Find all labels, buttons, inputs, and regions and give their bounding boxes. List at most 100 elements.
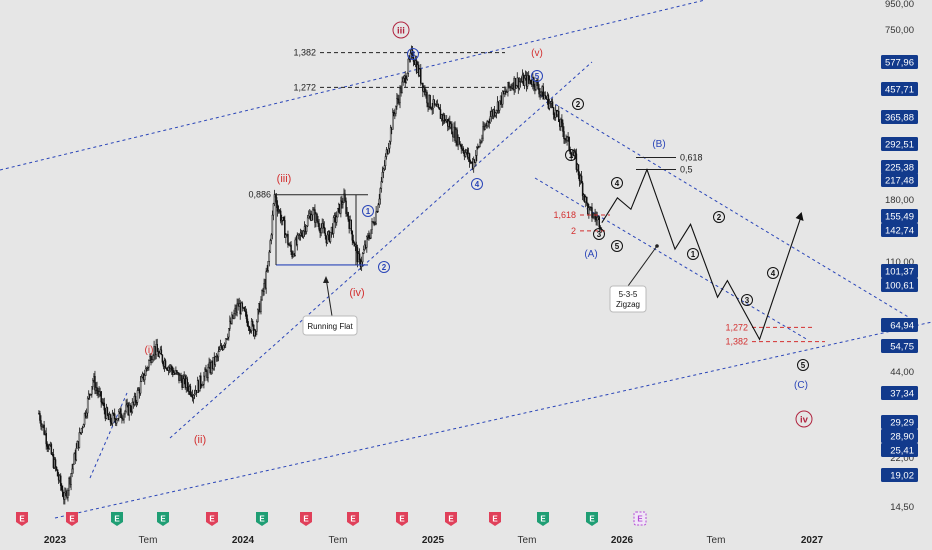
candle <box>294 239 296 256</box>
candle <box>406 73 409 80</box>
price-badge <box>881 318 918 332</box>
candle <box>201 385 203 387</box>
earnings-marker[interactable]: E <box>206 512 218 526</box>
candle <box>399 88 401 104</box>
price-tick-label: 180,00 <box>885 195 914 206</box>
candle <box>115 419 118 424</box>
candle <box>481 137 483 142</box>
candle <box>429 94 431 108</box>
candle <box>566 136 568 141</box>
time-tick-label: Tem <box>518 535 537 546</box>
svg-text:4: 4 <box>771 269 776 278</box>
candle <box>479 141 481 147</box>
wave-label: 1 <box>362 205 374 217</box>
candle <box>548 103 551 109</box>
candle <box>480 141 482 143</box>
candle <box>464 152 467 157</box>
price-badge <box>881 209 918 223</box>
price-badge <box>881 386 918 400</box>
projection-line <box>601 167 803 341</box>
svg-text:E: E <box>637 515 643 524</box>
earnings-marker[interactable]: E <box>66 512 78 526</box>
fib-level-label: 0,886 <box>248 190 271 200</box>
candle <box>353 242 356 247</box>
earnings-marker[interactable]: E <box>300 512 312 526</box>
candle <box>369 237 371 239</box>
price-badge <box>881 110 918 124</box>
candle <box>203 375 205 385</box>
candle <box>538 88 540 95</box>
time-tick-label: Tem <box>139 535 158 546</box>
candle <box>268 251 271 262</box>
candle <box>98 391 100 395</box>
candle <box>392 112 394 130</box>
candle <box>180 375 182 380</box>
candle <box>217 351 220 358</box>
price-badge-label: 19,02 <box>890 471 914 482</box>
price-badge <box>881 137 918 151</box>
fib-level-label: 1,272 <box>293 82 316 92</box>
earnings-marker[interactable]: E <box>157 512 169 526</box>
svg-text:E: E <box>160 515 166 524</box>
candle <box>225 338 228 340</box>
candle <box>312 209 314 216</box>
svg-text:5: 5 <box>615 242 620 251</box>
candle <box>170 365 173 371</box>
candle <box>586 196 588 204</box>
fib-level-label: 2 <box>571 226 576 236</box>
price-badge-label: 155,49 <box>885 212 914 223</box>
svg-text:4: 4 <box>475 180 480 189</box>
candle <box>245 311 248 320</box>
time-tick-label: Tem <box>329 535 348 546</box>
earnings-marker[interactable]: E <box>16 512 28 526</box>
price-badge-label: 217,48 <box>885 176 914 187</box>
candle <box>514 77 516 89</box>
candle <box>411 49 414 58</box>
earnings-marker[interactable]: E <box>256 512 268 526</box>
candle <box>64 492 66 500</box>
candle <box>251 321 254 326</box>
candle <box>544 95 547 98</box>
candle <box>118 411 120 419</box>
candle <box>306 217 309 227</box>
candle <box>506 91 508 93</box>
candle <box>92 379 94 387</box>
earnings-marker[interactable]: E <box>633 511 647 526</box>
time-axis[interactable]: 2023 Tem 2024 Tem 2025 Tem 2026 Tem 2027 <box>44 535 824 546</box>
candle <box>176 370 178 373</box>
candle <box>494 112 497 116</box>
candle <box>265 271 267 289</box>
candle <box>600 227 603 229</box>
candle <box>59 475 62 487</box>
candle <box>401 81 403 94</box>
candle <box>90 393 92 396</box>
earnings-marker[interactable]: E <box>537 512 549 526</box>
candle <box>540 91 542 93</box>
candle <box>460 144 462 149</box>
price-axis[interactable]: 950,00 750,00 180,00 110,00 44,00 22,00 14,50 5… <box>881 0 918 513</box>
wave-label: 2 <box>378 261 390 273</box>
running-flat-label: Running Flat <box>307 322 353 331</box>
svg-text:(A): (A) <box>584 249 597 260</box>
candle <box>87 393 90 399</box>
earnings-marker[interactable]: E <box>445 512 457 526</box>
earnings-marker[interactable]: E <box>396 512 408 526</box>
price-badge <box>881 264 918 278</box>
earnings-marker[interactable]: E <box>347 512 359 526</box>
earnings-marker[interactable]: E <box>586 512 598 526</box>
candle <box>459 143 461 146</box>
candle <box>67 489 69 498</box>
svg-text:1: 1 <box>569 151 574 160</box>
candle <box>405 78 407 84</box>
price-badge <box>881 339 918 353</box>
earnings-marker[interactable]: E <box>489 512 501 526</box>
svg-text:E: E <box>209 515 215 524</box>
candle <box>373 221 375 225</box>
svg-text:(ii): (ii) <box>194 434 206 446</box>
candle <box>518 81 521 89</box>
earnings-marker[interactable]: E <box>111 512 123 526</box>
svg-text:(i): (i) <box>145 345 154 356</box>
candle <box>257 309 259 322</box>
